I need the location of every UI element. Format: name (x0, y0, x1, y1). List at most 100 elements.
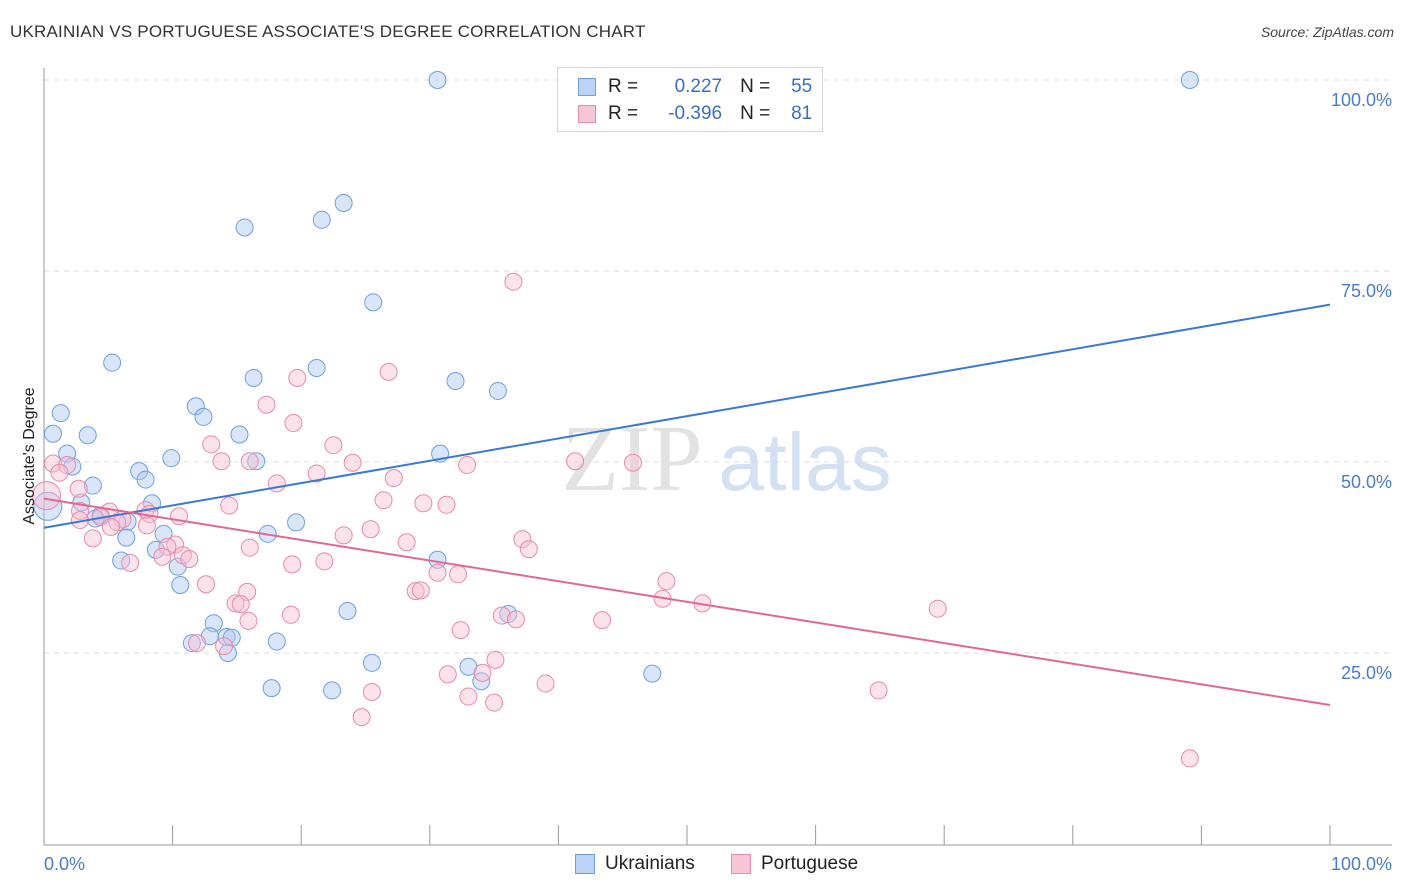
chart-source: Source: ZipAtlas.com (1260, 24, 1394, 40)
point-portuguese (71, 501, 90, 520)
legend-swatch-ukrainians (578, 78, 596, 96)
point-ukrainians (162, 449, 181, 468)
point-ukrainians (338, 601, 357, 620)
point-ukrainians (136, 470, 155, 489)
legend-row-portuguese: R = -0.396 N = 81 (578, 102, 812, 126)
x-tick-label: 100.0% (1331, 854, 1392, 874)
bottom-legend-portuguese: Portuguese (731, 852, 858, 876)
chart-title: UKRAINIAN VS PORTUGUESE ASSOCIATE'S DEGR… (10, 22, 646, 41)
bottom-legend-swatch-portuguese (731, 854, 751, 874)
point-portuguese (397, 533, 416, 552)
trend-line-ukrainians (43, 303, 1331, 529)
point-ukrainians (362, 653, 381, 672)
point-portuguese (384, 469, 403, 488)
point-portuguese (239, 611, 258, 630)
point-portuguese (180, 550, 199, 569)
point-portuguese (411, 581, 430, 600)
bottom-legend-ukrainians: Ukrainians (575, 852, 695, 876)
point-portuguese (343, 453, 362, 472)
point-ukrainians (643, 664, 662, 683)
point-portuguese (352, 708, 371, 727)
axes (43, 68, 1392, 846)
y-tick-label: 25.0% (1341, 663, 1392, 683)
point-ukrainians (312, 210, 331, 229)
point-portuguese (137, 516, 156, 535)
point-ukrainians (267, 632, 286, 651)
point-portuguese (220, 496, 239, 515)
point-ukrainians (33, 491, 63, 521)
point-portuguese (506, 610, 525, 629)
point-portuguese (288, 368, 307, 387)
trend-line-portuguese (43, 497, 1331, 706)
point-portuguese (485, 693, 504, 712)
point-portuguese (513, 530, 532, 549)
point-portuguese (315, 552, 334, 571)
point-portuguese (593, 611, 612, 630)
point-ukrainians (364, 293, 383, 312)
point-portuguese (486, 650, 505, 669)
point-portuguese (504, 272, 523, 291)
point-portuguese (257, 395, 276, 414)
legend-swatch-portuguese (578, 105, 596, 123)
point-portuguese (121, 553, 140, 572)
point-portuguese (414, 494, 433, 513)
point-portuguese (202, 435, 221, 454)
point-portuguese (283, 555, 302, 574)
point-portuguese (32, 481, 62, 511)
point-portuguese (69, 479, 88, 498)
bottom-legend-label-portuguese: Portuguese (761, 853, 859, 874)
point-ukrainians (287, 513, 306, 532)
point-ukrainians (44, 424, 63, 443)
watermark-atlas: atlas (718, 417, 891, 508)
point-ukrainians (51, 404, 70, 423)
point-portuguese (406, 582, 425, 601)
point-ukrainians (78, 426, 97, 445)
point-portuguese (212, 452, 231, 471)
point-portuguese (153, 547, 172, 566)
y-tick-label: 75.0% (1341, 281, 1392, 301)
point-portuguese (928, 599, 947, 618)
point-ukrainians (235, 218, 254, 237)
point-ukrainians (171, 576, 190, 595)
legend-n-label: N = (740, 103, 771, 124)
point-portuguese (324, 436, 343, 455)
trend-lines (43, 303, 1331, 706)
point-portuguese (334, 526, 353, 545)
point-portuguese (307, 464, 326, 483)
point-portuguese (44, 454, 63, 473)
legend-n-value: 81 (791, 103, 813, 124)
point-ukrainians (334, 194, 353, 213)
point-ukrainians (446, 372, 465, 391)
point-ukrainians (428, 71, 447, 89)
point-portuguese (281, 605, 300, 624)
point-portuguese (437, 495, 456, 514)
legend: R = 0.227 N = 55 R = -0.396 N = 81 (557, 67, 823, 132)
watermark-zip: ZIP (562, 407, 703, 511)
point-portuguese (473, 663, 492, 682)
y-tick-label: 100.0% (1331, 90, 1392, 110)
point-portuguese (197, 575, 216, 594)
point-ukrainians (323, 681, 342, 700)
point-portuguese (83, 529, 102, 548)
point-portuguese (869, 681, 888, 700)
point-portuguese (226, 594, 245, 613)
legend-n-value: 55 (791, 76, 813, 97)
point-portuguese (50, 463, 69, 482)
data-points (32, 71, 1199, 768)
point-ukrainians (194, 407, 213, 426)
point-portuguese (58, 456, 77, 475)
point-ukrainians (230, 425, 249, 444)
point-ukrainians (83, 476, 102, 495)
point-portuguese (361, 520, 380, 539)
point-portuguese (240, 452, 259, 471)
tick-labels: 25.0% 50.0% 75.0% 100.0% 0.0% 100.0% (44, 90, 1392, 874)
grid-lines (44, 79, 1392, 654)
legend-n-label: N = (740, 76, 771, 97)
point-portuguese (215, 637, 234, 656)
point-portuguese (492, 606, 511, 625)
legend-row-ukrainians: R = 0.227 N = 55 (578, 75, 812, 99)
bottom-legend-swatch-ukrainians (575, 854, 595, 874)
point-portuguese (1180, 749, 1199, 768)
point-ukrainians (488, 381, 507, 400)
